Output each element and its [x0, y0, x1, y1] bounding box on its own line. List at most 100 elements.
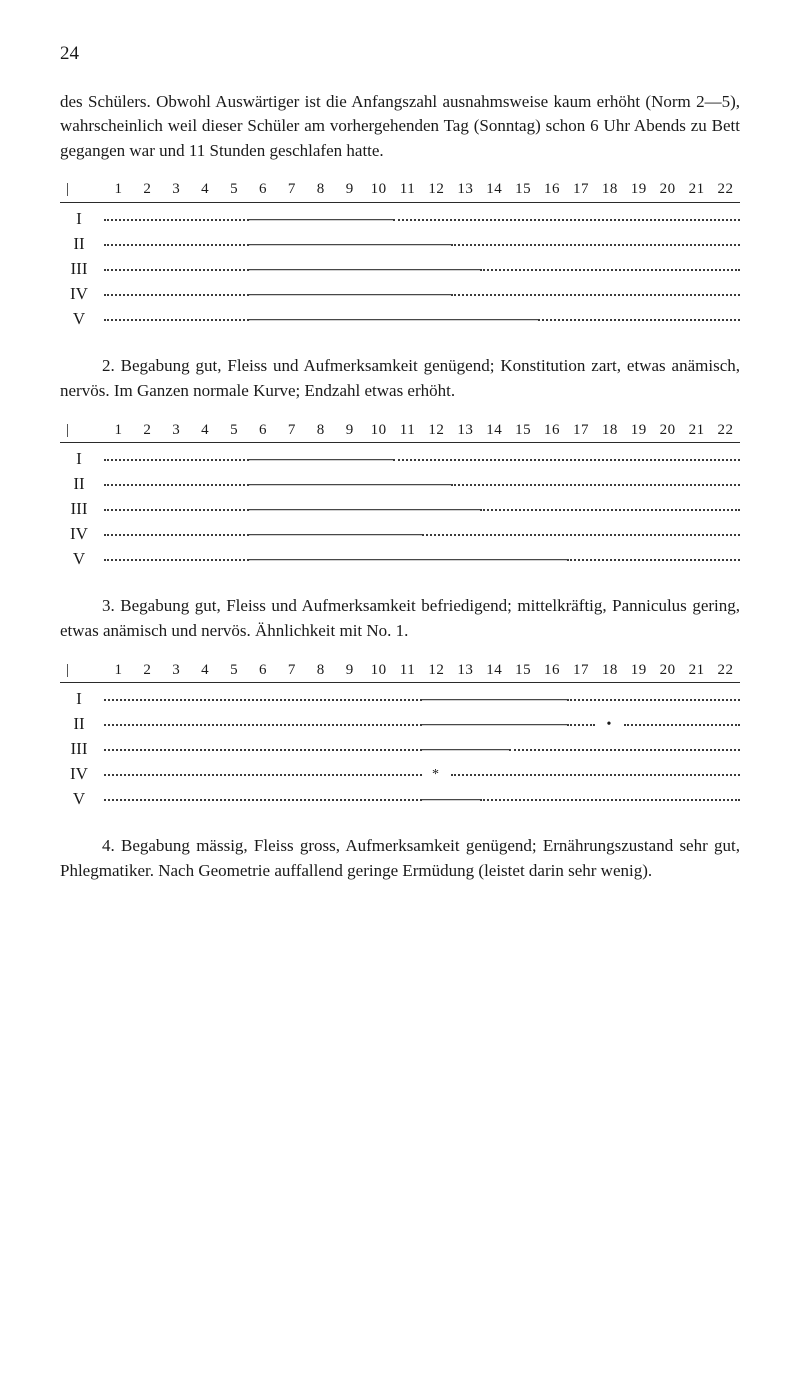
axis-tick: 6 [249, 179, 278, 201]
page-number: 24 [60, 40, 740, 68]
axis-tick: 19 [624, 179, 653, 201]
axis-gutter-pipe: | [60, 420, 104, 442]
dots-segment [104, 724, 422, 726]
row-label: III [60, 737, 104, 762]
dots-segment [104, 319, 249, 321]
chart-row: V [60, 307, 740, 332]
row-label: IV [60, 522, 104, 547]
row-label: II [60, 472, 104, 497]
axis-gutter-pipe: | [60, 660, 104, 682]
row-track [104, 787, 740, 812]
axis-tick: 17 [567, 420, 596, 442]
axis-tick: 6 [249, 420, 278, 442]
axis-tick: 5 [220, 660, 249, 682]
axis-tick: 3 [162, 660, 191, 682]
axis-tick: 18 [595, 660, 624, 682]
axis-tick: 7 [277, 660, 306, 682]
axis-numbers: 12345678910111213141516171819202122 [104, 179, 740, 201]
chart-row: III [60, 257, 740, 282]
chart-1: | 12345678910111213141516171819202122III… [60, 179, 740, 332]
axis-tick: 5 [220, 179, 249, 201]
bar-segment [422, 749, 509, 751]
row-label: I [60, 207, 104, 232]
axis-tick: 21 [682, 660, 711, 682]
row-track: * [104, 762, 740, 787]
axis-tick: 15 [509, 420, 538, 442]
row-track [104, 472, 740, 497]
axis-tick: 16 [538, 179, 567, 201]
dots-segment [104, 559, 249, 561]
bar-segment [422, 724, 567, 726]
axis-tick: 13 [451, 660, 480, 682]
dots-segment [480, 799, 740, 801]
dots-segment [538, 319, 740, 321]
axis-tick: 17 [567, 179, 596, 201]
dots-segment [104, 459, 249, 461]
axis-tick: 10 [364, 660, 393, 682]
axis-tick: 4 [191, 660, 220, 682]
mark: • [606, 715, 613, 735]
axis-tick: 15 [509, 179, 538, 201]
bar-segment [249, 294, 451, 296]
chart-row: II [60, 472, 740, 497]
dots-segment [104, 244, 249, 246]
axis-tick: 6 [249, 660, 278, 682]
axis-tick: 16 [538, 420, 567, 442]
axis-tick: 5 [220, 420, 249, 442]
axis-tick: 14 [480, 179, 509, 201]
dots-segment [567, 724, 596, 726]
chart-row: V [60, 547, 740, 572]
row-track [104, 522, 740, 547]
axis-tick: 12 [422, 660, 451, 682]
bar-segment [422, 799, 480, 801]
axis-tick: 13 [451, 179, 480, 201]
axis-tick: 11 [393, 420, 422, 442]
axis-tick: 10 [364, 179, 393, 201]
dots-segment [624, 724, 740, 726]
axis-tick: 21 [682, 179, 711, 201]
dots-segment [104, 219, 249, 221]
row-track [104, 232, 740, 257]
bar-segment [249, 559, 567, 561]
row-label: III [60, 497, 104, 522]
dots-segment [509, 749, 740, 751]
row-track [104, 207, 740, 232]
axis-tick: 17 [567, 660, 596, 682]
dots-segment [104, 484, 249, 486]
axis-tick: 21 [682, 420, 711, 442]
bar-segment [422, 699, 567, 701]
dots-segment [567, 699, 740, 701]
axis-tick: 11 [393, 660, 422, 682]
axis-tick: 7 [277, 179, 306, 201]
row-track [104, 547, 740, 572]
row-label: II [60, 712, 104, 737]
chart-row: I [60, 687, 740, 712]
axis-tick: 2 [133, 660, 162, 682]
paragraph-3: 3. Begabung gut, Fleiss und Aufmerksamke… [60, 594, 740, 643]
paragraph-2: 2. Begabung gut, Fleiss und Aufmerksamke… [60, 354, 740, 403]
dots-segment [422, 534, 740, 536]
row-track [104, 307, 740, 332]
dots-segment [451, 484, 740, 486]
axis-numbers: 12345678910111213141516171819202122 [104, 660, 740, 682]
bar-segment [249, 509, 480, 511]
axis-tick: 14 [480, 660, 509, 682]
axis-tick: 9 [335, 660, 364, 682]
row-track [104, 282, 740, 307]
axis-tick: 12 [422, 179, 451, 201]
bar-segment [249, 219, 394, 221]
dots-segment [104, 799, 422, 801]
chart-row: II [60, 232, 740, 257]
bar-segment [249, 244, 451, 246]
axis-tick: 19 [624, 660, 653, 682]
axis-tick: 1 [104, 660, 133, 682]
dots-segment [567, 559, 740, 561]
axis-tick: 2 [133, 420, 162, 442]
bar-segment [249, 319, 538, 321]
chart-row: II • [60, 712, 740, 737]
axis-tick: 18 [595, 179, 624, 201]
axis-tick: 1 [104, 179, 133, 201]
axis-row: | 12345678910111213141516171819202122 [60, 660, 740, 684]
axis-tick: 8 [306, 420, 335, 442]
row-label: III [60, 257, 104, 282]
